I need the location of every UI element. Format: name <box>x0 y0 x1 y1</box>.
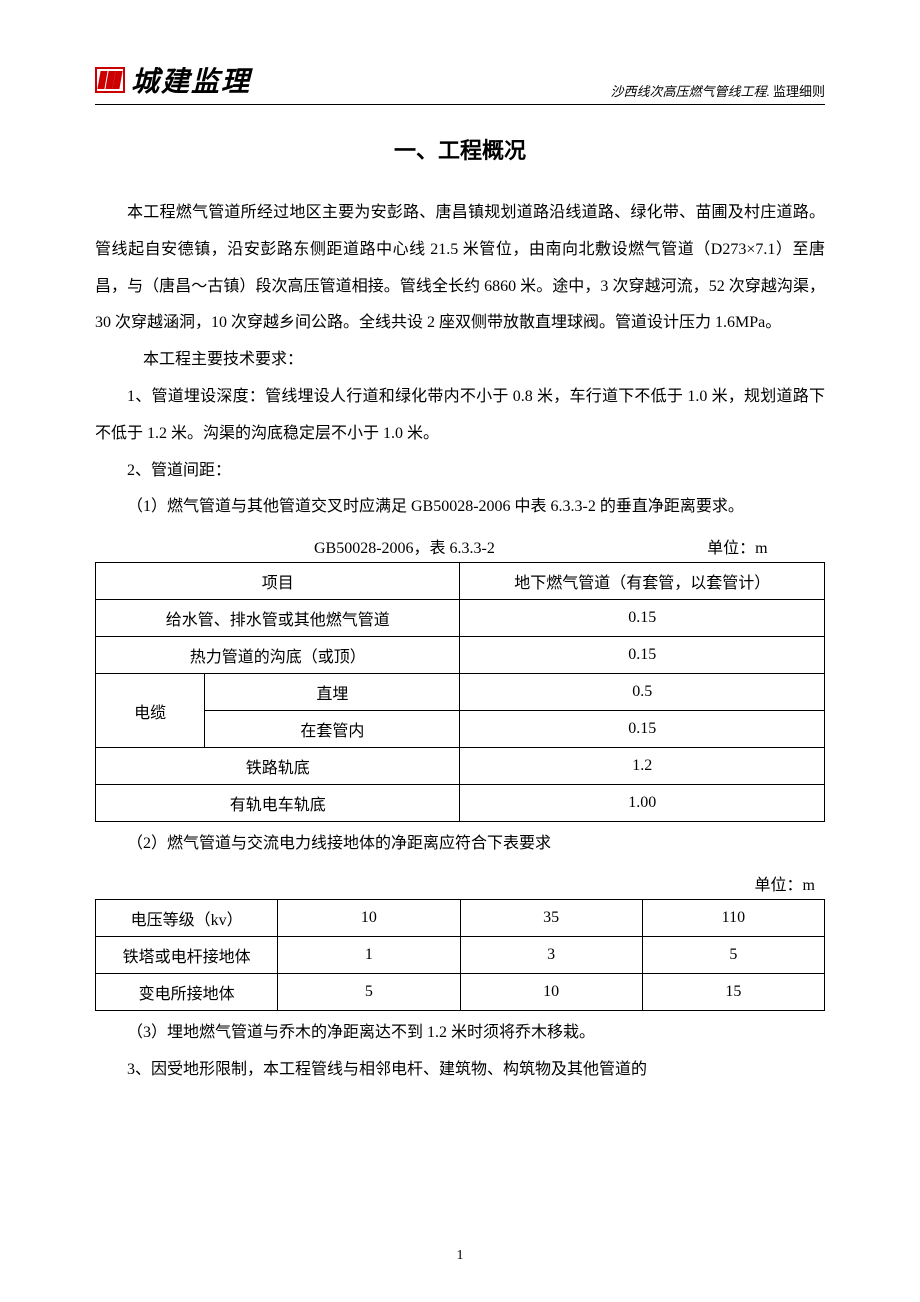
table-row: 热力管道的沟底（或顶） 0.15 <box>96 637 825 674</box>
table-cell: 铁路轨底 <box>96 748 460 785</box>
page-header: 城建监理 沙西线次高压燃气管线工程. 监理细则 <box>95 60 825 105</box>
table-header-cell: 项目 <box>96 563 460 600</box>
table1-caption-right: 单位：m <box>657 534 825 558</box>
table-cell: 变电所接地体 <box>96 973 278 1010</box>
table-cell: 5 <box>278 973 460 1010</box>
paragraph-8: 3、因受地形限制，本工程管线与相邻电杆、建筑物、构筑物及其他管道的 <box>95 1052 825 1089</box>
logo-group: 城建监理 <box>95 60 251 100</box>
paragraph-1: 本工程燃气管道所经过地区主要为安彭路、唐昌镇规划道路沿线道路、绿化带、苗圃及村庄… <box>95 195 825 342</box>
table-cell: 0.5 <box>460 674 825 711</box>
paragraph-5: （1）燃气管道与其他管道交叉时应满足 GB50028-2006 中表 6.3.3… <box>95 489 825 526</box>
table-cell: 1.00 <box>460 785 825 822</box>
page-number: 1 <box>0 1248 920 1264</box>
table-cell: 0.15 <box>460 600 825 637</box>
table1-caption: GB50028-2006，表 6.3.3-2 单位：m <box>95 534 825 558</box>
project-name: 沙西线次高压燃气管线工程. <box>610 84 769 99</box>
section-title: 一、工程概况 <box>95 133 825 165</box>
table-cell: 3 <box>460 936 642 973</box>
header-right: 沙西线次高压燃气管线工程. 监理细则 <box>610 81 825 100</box>
table-row: 给水管、排水管或其他燃气管道 0.15 <box>96 600 825 637</box>
paragraph-2: 本工程主要技术要求： <box>95 342 825 379</box>
table-header-cell: 地下燃气管道（有套管，以套管计） <box>460 563 825 600</box>
table-cell: 35 <box>460 899 642 936</box>
table-row: 电压等级（kv） 10 35 110 <box>96 899 825 936</box>
table-2: 电压等级（kv） 10 35 110 铁塔或电杆接地体 1 3 5 变电所接地体… <box>95 899 825 1011</box>
doc-tag: 监理细则 <box>773 84 825 99</box>
table-row: 铁塔或电杆接地体 1 3 5 <box>96 936 825 973</box>
table1-caption-mid: GB50028-2006，表 6.3.3-2 <box>314 534 657 558</box>
table-cell: 10 <box>278 899 460 936</box>
table-cell: 110 <box>642 899 824 936</box>
table-cell: 有轨电车轨底 <box>96 785 460 822</box>
table-cell: 电压等级（kv） <box>96 899 278 936</box>
table-cell: 直埋 <box>205 674 460 711</box>
table-cell: 1 <box>278 936 460 973</box>
table-cell: 0.15 <box>460 637 825 674</box>
table-row: 项目 地下燃气管道（有套管，以套管计） <box>96 563 825 600</box>
table-cell: 15 <box>642 973 824 1010</box>
table-row: 变电所接地体 5 10 15 <box>96 973 825 1010</box>
table2-caption: 单位：m <box>95 871 825 895</box>
table-row: 铁路轨底 1.2 <box>96 748 825 785</box>
table-row: 电缆 直埋 0.5 <box>96 674 825 711</box>
paragraph-6: （2）燃气管道与交流电力线接地体的净距离应符合下表要求 <box>95 826 825 863</box>
table-row: 在套管内 0.15 <box>96 711 825 748</box>
paragraph-3: 1、管道埋设深度：管线埋设人行道和绿化带内不小于 0.8 米，车行道下不低于 1… <box>95 379 825 453</box>
paragraph-7: （3）埋地燃气管道与乔木的净距离达不到 1.2 米时须将乔木移栽。 <box>95 1015 825 1052</box>
table-cell: 在套管内 <box>205 711 460 748</box>
table-cell: 1.2 <box>460 748 825 785</box>
table-cell: 5 <box>642 936 824 973</box>
table-cell: 10 <box>460 973 642 1010</box>
logo-icon <box>95 67 125 93</box>
paragraph-4: 2、管道间距： <box>95 453 825 490</box>
table-row: 有轨电车轨底 1.00 <box>96 785 825 822</box>
logo-text: 城建监理 <box>131 60 251 100</box>
table-cell: 0.15 <box>460 711 825 748</box>
table-1: 项目 地下燃气管道（有套管，以套管计） 给水管、排水管或其他燃气管道 0.15 … <box>95 562 825 822</box>
table-cell: 热力管道的沟底（或顶） <box>96 637 460 674</box>
table2-caption-right: 单位：m <box>455 871 825 895</box>
table-cell: 铁塔或电杆接地体 <box>96 936 278 973</box>
table-cell: 给水管、排水管或其他燃气管道 <box>96 600 460 637</box>
table-cell: 电缆 <box>96 674 205 748</box>
